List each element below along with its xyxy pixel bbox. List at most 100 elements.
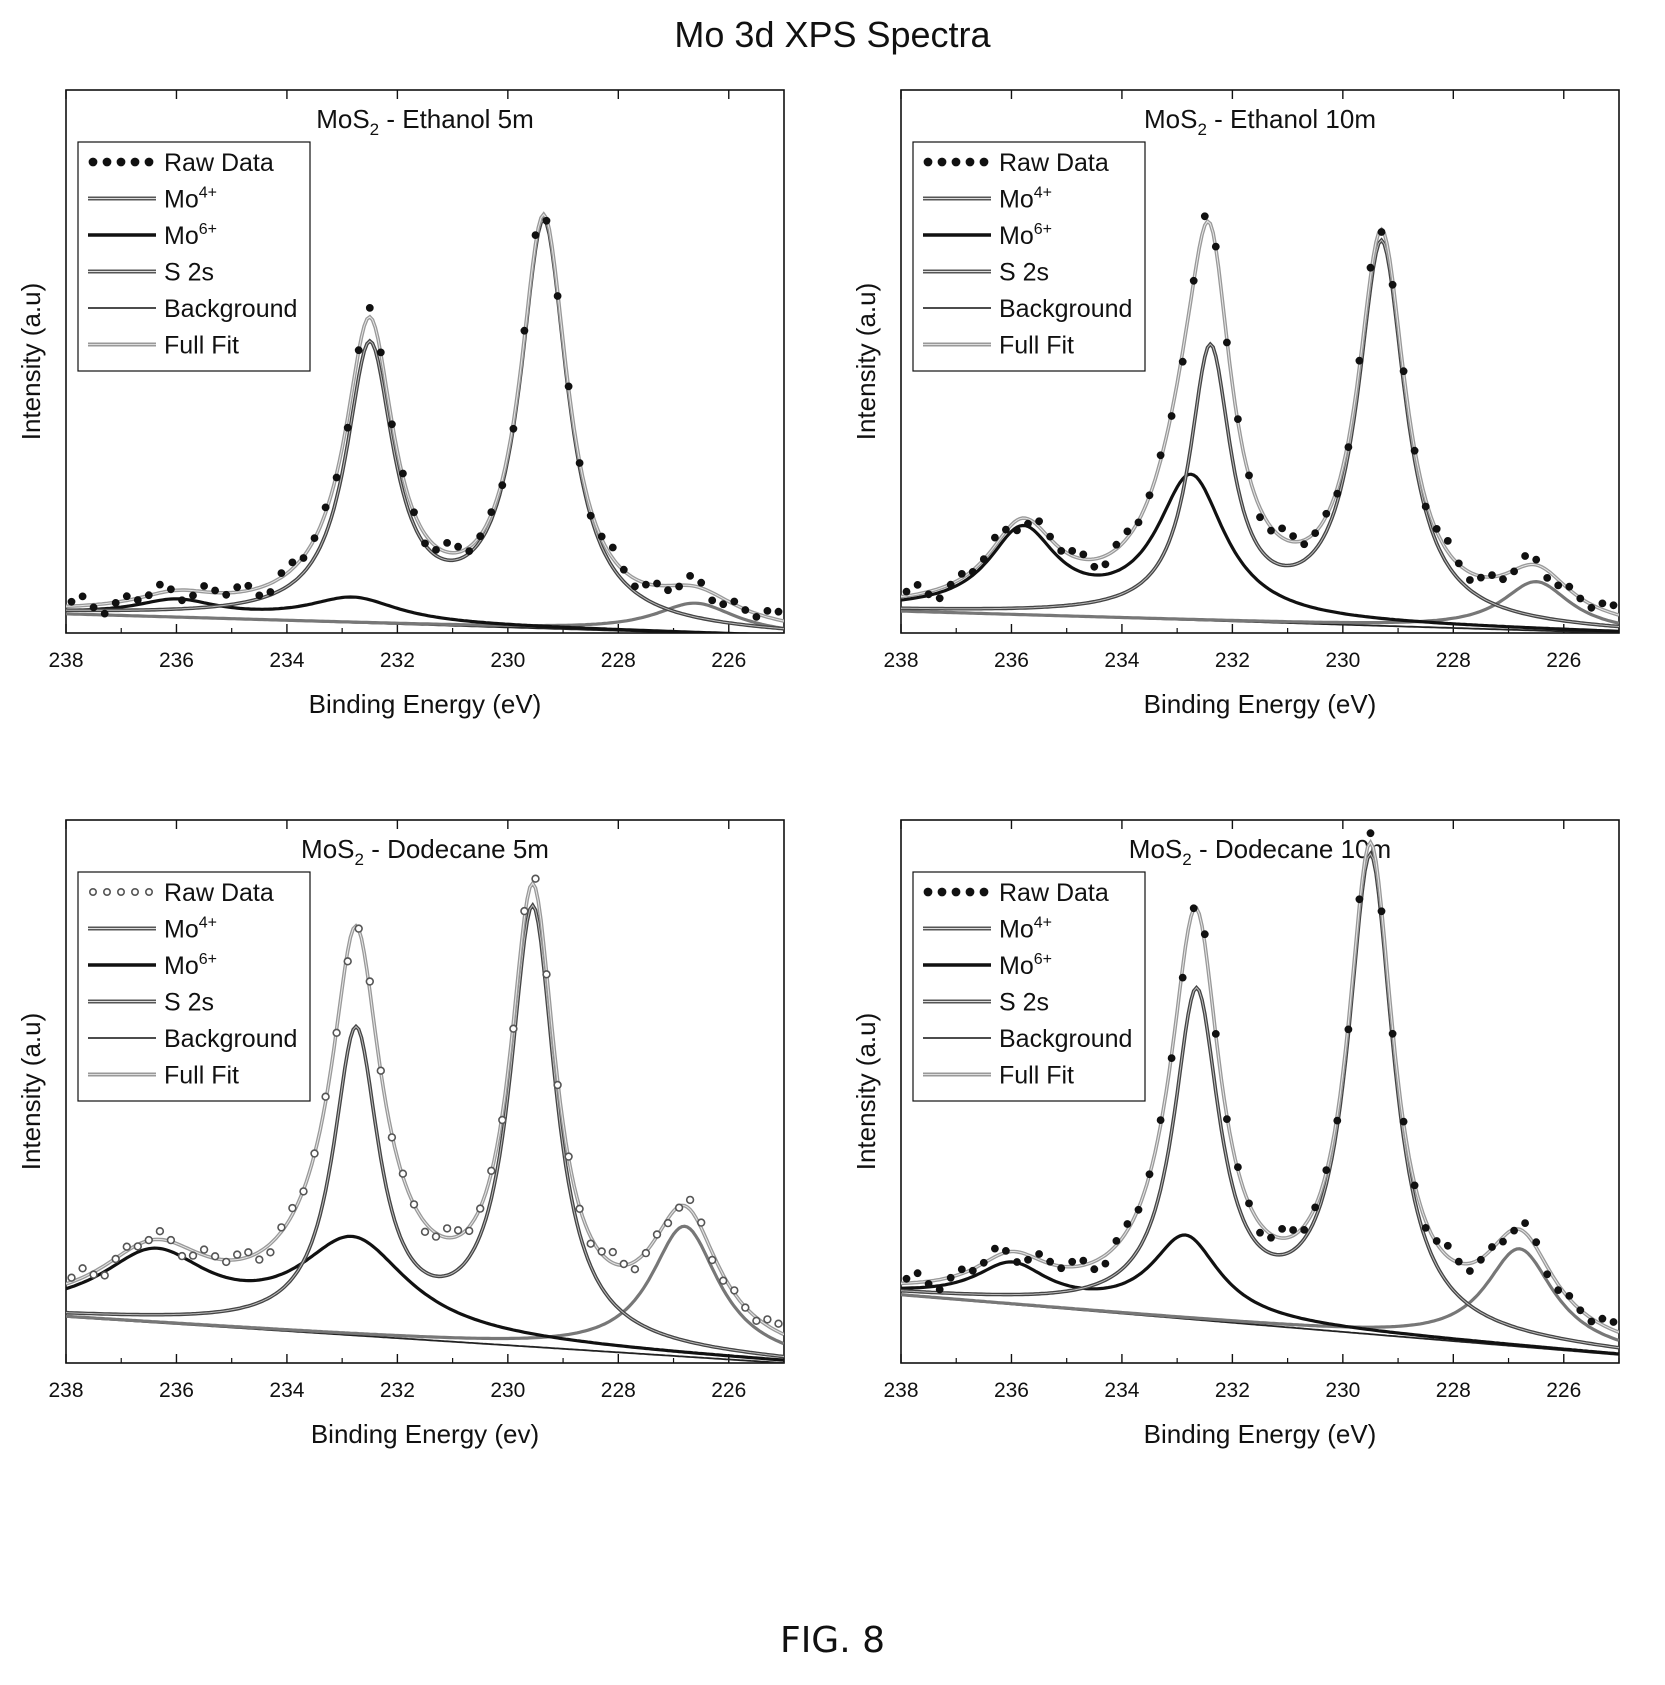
raw-data-point xyxy=(67,1273,76,1282)
raw-data-point xyxy=(1311,1203,1320,1212)
raw-data-point xyxy=(991,1244,999,1253)
raw-data-point xyxy=(1609,601,1618,610)
raw-data-point xyxy=(1499,1237,1507,1246)
raw-data-point xyxy=(1344,443,1353,452)
raw-data-point xyxy=(685,1195,695,1205)
legend-swatch-dot xyxy=(979,157,989,167)
raw-data-point xyxy=(498,1115,507,1125)
legend-label: Background xyxy=(164,295,297,323)
series-mo4-inner xyxy=(66,904,784,1358)
raw-data-point xyxy=(443,539,452,547)
raw-data-point xyxy=(1256,1228,1264,1237)
raw-data-point xyxy=(1134,1205,1143,1214)
raw-data-point xyxy=(133,596,142,604)
raw-data-point xyxy=(619,565,628,574)
x-tick-label: 236 xyxy=(994,1379,1029,1402)
raw-data-point xyxy=(1046,1257,1055,1266)
raw-data-point xyxy=(1156,451,1165,460)
raw-data-point xyxy=(531,874,540,883)
raw-data-point xyxy=(913,581,922,589)
x-tick-label: 230 xyxy=(1325,1379,1360,1402)
raw-data-point xyxy=(597,532,606,541)
raw-data-point xyxy=(1333,1116,1342,1125)
raw-data-point xyxy=(1267,526,1275,535)
raw-data-point xyxy=(924,1280,933,1288)
raw-data-point xyxy=(586,1239,595,1248)
raw-data-point xyxy=(1477,573,1485,582)
raw-data-point xyxy=(222,1257,231,1267)
x-axis-label: Binding Energy (eV) xyxy=(1144,1419,1377,1449)
x-tick-label: 234 xyxy=(1104,649,1139,672)
legend-swatch-dot xyxy=(965,887,975,897)
raw-data-point xyxy=(696,1218,706,1227)
raw-data-point xyxy=(1278,1225,1287,1233)
legend-swatch-dot xyxy=(923,157,933,167)
raw-data-point xyxy=(1322,1166,1331,1175)
raw-data-point xyxy=(697,578,706,587)
raw-data-point xyxy=(1355,356,1364,365)
chart-svg: 238 236 234 232 230 228 226 Binding Energy (ev)… xyxy=(16,819,785,1449)
raw-data-point xyxy=(1068,1257,1077,1266)
x-tick-label: 228 xyxy=(1436,1379,1471,1402)
raw-data-point xyxy=(520,326,529,335)
raw-data-point xyxy=(575,459,584,467)
raw-data-point xyxy=(1057,547,1066,555)
raw-data-point xyxy=(520,906,529,916)
raw-data-point xyxy=(1300,1226,1309,1234)
raw-data-point xyxy=(1267,1233,1275,1242)
raw-data-point xyxy=(244,1248,253,1257)
raw-data-point xyxy=(1410,1181,1419,1190)
legend-swatch-dot xyxy=(937,157,947,167)
raw-data-point xyxy=(608,1247,617,1257)
raw-data-point xyxy=(453,1226,463,1235)
raw-data-point xyxy=(299,1187,308,1196)
raw-data-point xyxy=(1123,527,1132,536)
legend-swatch-dot xyxy=(951,887,961,897)
raw-data-point xyxy=(454,542,463,551)
raw-data-point xyxy=(630,1265,640,1274)
raw-data-point xyxy=(774,1319,783,1328)
raw-data-point xyxy=(707,1255,717,1265)
x-tick-label: 238 xyxy=(883,1379,918,1402)
chart-svg: 238 236 234 232 230 228 226 Binding Energy (eV)… xyxy=(16,89,785,719)
raw-data-point xyxy=(1013,526,1021,535)
legend: Raw Data Mo4+ Mo6+ S 2s Background Full Fit xyxy=(912,871,1146,1102)
x-tick-label: 238 xyxy=(48,649,83,672)
chart-title: MoS2 - Dodecane 10m xyxy=(1129,834,1391,869)
legend-label: Mo6+ xyxy=(999,951,1052,980)
raw-data-point xyxy=(730,1286,739,1295)
raw-data-point xyxy=(774,607,783,616)
chart-panel-dodecane-5m: 238 236 234 232 230 228 226 Binding Energy (ev)… xyxy=(0,810,820,1510)
legend-swatch-dot xyxy=(88,157,98,167)
raw-data-point xyxy=(564,1152,573,1161)
plot-frame xyxy=(900,89,1620,634)
raw-data-point xyxy=(1399,367,1408,376)
raw-data-point xyxy=(946,580,955,589)
raw-data-point xyxy=(1002,525,1010,534)
raw-data-point xyxy=(924,590,933,599)
raw-data-point xyxy=(1223,1115,1231,1124)
raw-data-point xyxy=(1068,547,1077,555)
raw-data-point xyxy=(321,1092,330,1101)
raw-data-point xyxy=(1432,525,1441,533)
raw-data-point xyxy=(1609,1318,1618,1326)
raw-data-point xyxy=(122,1242,132,1251)
raw-data-point xyxy=(1079,1256,1088,1265)
raw-data-point xyxy=(1510,1226,1518,1235)
raw-data-point xyxy=(244,581,253,590)
raw-data-point xyxy=(1145,1170,1154,1179)
raw-data-point xyxy=(210,1252,220,1261)
raw-data-point xyxy=(1289,532,1298,541)
raw-data-point xyxy=(1499,575,1507,584)
raw-data-point xyxy=(1587,1317,1596,1326)
raw-data-point xyxy=(288,1203,297,1213)
raw-data-point xyxy=(398,1169,408,1178)
raw-data-point xyxy=(1289,1226,1298,1234)
legend-label: Mo6+ xyxy=(999,221,1052,250)
legend-label: Background xyxy=(999,1025,1132,1053)
raw-data-point xyxy=(708,596,717,605)
legend-swatch-dot xyxy=(937,887,947,897)
raw-data-point xyxy=(674,1203,684,1212)
raw-data-point xyxy=(631,582,639,591)
x-tick-label: 238 xyxy=(48,1379,83,1402)
